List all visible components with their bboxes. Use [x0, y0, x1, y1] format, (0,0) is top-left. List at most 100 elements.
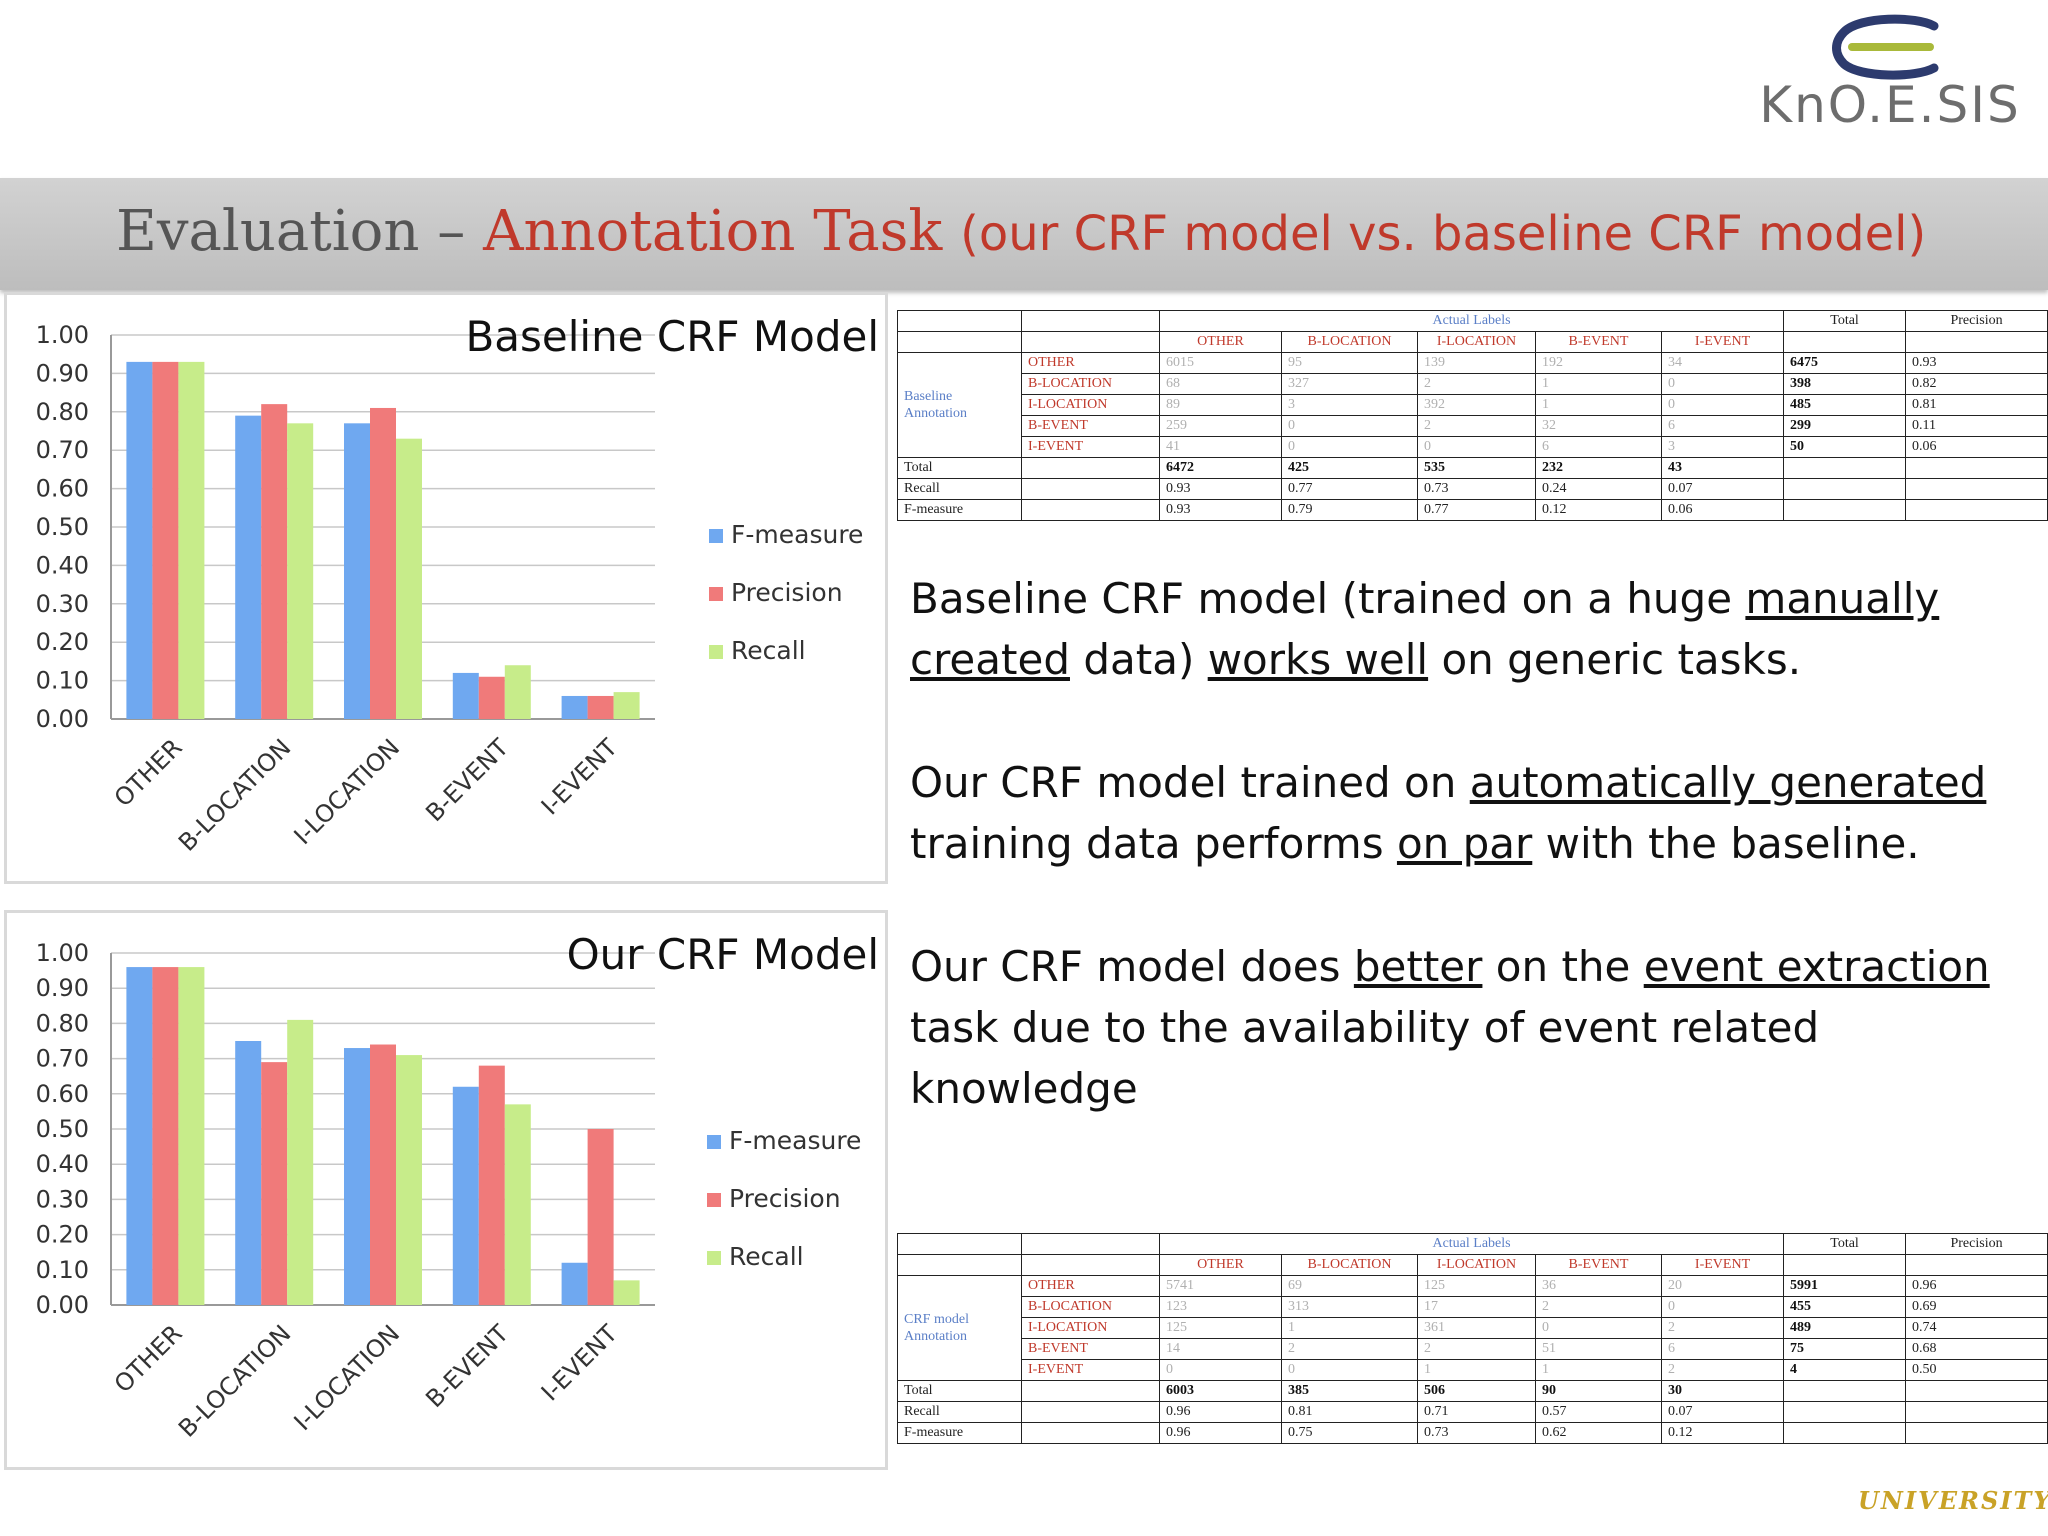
title-bar: Evaluation – Annotation Task (our CRF mo…	[0, 178, 2048, 290]
row-total-cell: 299	[1783, 415, 1907, 437]
column-label: OTHER	[1159, 331, 1282, 353]
bar-recall-b-location	[287, 1019, 314, 1305]
university-footer: UNIVERSITY	[1858, 1486, 2048, 1515]
y-tick-label: 0.70	[36, 1045, 89, 1073]
bar-recall-other	[178, 967, 205, 1305]
bar-f-measure-other	[126, 967, 153, 1305]
count-cell: 0	[1281, 415, 1418, 437]
count-cell: 139	[1417, 352, 1536, 374]
table-blank-cell	[1021, 331, 1160, 353]
table-blank-cell	[1021, 1422, 1160, 1444]
bar-recall-b-location	[287, 423, 314, 719]
count-cell: 313	[1281, 1296, 1418, 1318]
bar-f-measure-b-event	[452, 672, 479, 719]
summary-cell: 0.07	[1660, 478, 1785, 500]
count-cell: 41	[1159, 436, 1282, 458]
table-blank-cell	[1021, 1380, 1160, 1402]
table-header-row: Actual Labels Total Precision	[897, 1233, 2048, 1255]
count-cell: 1	[1281, 1317, 1418, 1339]
bar-precision-other	[152, 967, 179, 1305]
bar-f-measure-i-event	[561, 1262, 588, 1305]
count-cell: 2	[1417, 373, 1536, 395]
text-span: Our CRF model does	[910, 942, 1354, 991]
summary-cell: 0.96	[1159, 1401, 1282, 1423]
y-tick-label: 0.80	[36, 1009, 89, 1037]
summary-cell: 535	[1417, 457, 1536, 479]
our-crf-confusion-table: Actual Labels Total Precision OTHER B-LOCATI…	[897, 1233, 2048, 1444]
text-span: training data performs	[910, 819, 1397, 868]
summary-cell: 6472	[1159, 457, 1282, 479]
legend-swatch	[707, 1193, 721, 1207]
precision-header: Precision	[1905, 310, 2048, 332]
table-blank-cell	[1905, 1380, 2048, 1402]
chart-title: Our CRF Model	[567, 930, 879, 979]
bar-precision-b-location	[261, 404, 288, 719]
x-tick-label: B-EVENT	[420, 1319, 514, 1413]
count-cell: 1	[1535, 1359, 1662, 1381]
table-blank-cell	[1783, 499, 1907, 521]
bar-f-measure-b-location	[235, 415, 262, 719]
count-cell: 3	[1660, 436, 1785, 458]
column-label: I-LOCATION	[1417, 1254, 1536, 1276]
underlined-text: works well	[1207, 635, 1429, 684]
table-blank-cell	[1783, 1380, 1907, 1402]
bar-f-measure-other	[126, 361, 153, 719]
table-corner-cell	[897, 1233, 1022, 1255]
count-cell: 125	[1159, 1317, 1282, 1339]
column-label: B-LOCATION	[1281, 1254, 1418, 1276]
summary-cell: 425	[1281, 457, 1418, 479]
row-precision-cell: 0.82	[1905, 373, 2048, 395]
row-precision-cell: 0.96	[1905, 1275, 2048, 1297]
bar-f-measure-i-event	[561, 695, 588, 719]
bar-recall-i-location	[396, 438, 422, 719]
summary-cell: 0.75	[1281, 1422, 1418, 1444]
title-paren: (our CRF model vs. baseline CRF model)	[960, 206, 1927, 262]
logo-mark-icon	[1832, 14, 1939, 80]
summary-cell: 43	[1660, 457, 1785, 479]
table-blank-cell	[1905, 457, 2048, 479]
y-tick-label: 0.30	[36, 1185, 89, 1213]
underlined-text: better	[1353, 942, 1483, 991]
x-tick-label: B-LOCATION	[173, 733, 296, 856]
fmeasure-row: F-measure 0.93 0.79 0.77 0.12 0.06	[897, 499, 2048, 521]
count-cell: 0	[1660, 1296, 1785, 1318]
table-blank-cell	[1905, 1254, 2048, 1276]
summary-cell: 0.73	[1417, 1422, 1536, 1444]
x-tick-label: OTHER	[109, 733, 188, 812]
x-tick-label: OTHER	[109, 1319, 188, 1398]
finding-baseline: Baseline CRF model (trained on a huge ma…	[910, 568, 2040, 690]
summary-cell: 30	[1660, 1380, 1785, 1402]
legend-swatch	[707, 1251, 721, 1265]
count-cell: 0	[1281, 1359, 1418, 1381]
count-cell: 0	[1417, 436, 1536, 458]
summary-cell: 232	[1535, 457, 1662, 479]
row-label: I-LOCATION	[1021, 1317, 1160, 1339]
table-blank-cell	[897, 1254, 1022, 1276]
underlined-text: on par	[1396, 819, 1533, 868]
summary-label: F-measure	[897, 499, 1022, 521]
table-row: CRF model Annotation OTHER 5741 69 125 36 20 59…	[897, 1275, 2048, 1381]
count-cell: 192	[1535, 352, 1662, 374]
count-cell: 2	[1660, 1359, 1785, 1381]
actual-labels-header: Actual Labels	[1158, 1233, 1785, 1255]
count-cell: 0	[1535, 1317, 1662, 1339]
count-cell: 2	[1535, 1296, 1662, 1318]
annotation-side-label: CRF model Annotation	[897, 1275, 1022, 1381]
table-row: B-LOCATION 68 327 2 1 0 398 0.82	[898, 373, 2048, 395]
count-cell: 89	[1159, 394, 1282, 416]
table-blank-cell	[1021, 310, 1160, 332]
baseline-confusion-table: Actual Labels Total Precision OTHER B-LOCATI…	[897, 310, 2048, 521]
y-tick-label: 0.10	[36, 1256, 89, 1284]
recall-row: Recall 0.93 0.77 0.73 0.24 0.07	[897, 478, 2048, 500]
row-precision-cell: 0.68	[1905, 1338, 2048, 1360]
bar-f-measure-i-location	[344, 423, 370, 719]
count-cell: 3	[1281, 394, 1418, 416]
actual-labels-header: Actual Labels	[1158, 310, 1785, 332]
summary-cell: 0.77	[1281, 478, 1418, 500]
count-cell: 36	[1535, 1275, 1662, 1297]
title-main: Annotation Task	[483, 199, 961, 264]
summary-label: Total	[897, 1380, 1022, 1402]
row-total-cell: 50	[1783, 436, 1907, 458]
count-cell: 5741	[1159, 1275, 1282, 1297]
summary-cell: 0.06	[1660, 499, 1785, 521]
